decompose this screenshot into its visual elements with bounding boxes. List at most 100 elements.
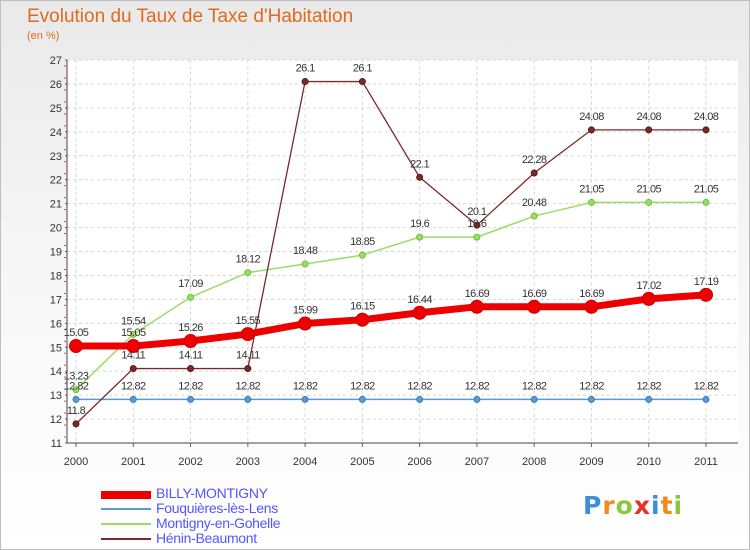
- data-label-fouquieres-les-lens: 12.82: [236, 380, 261, 392]
- data-point-montigny-en-gohelle: [358, 251, 366, 259]
- data-label-montigny-en-gohelle: 15.54: [121, 315, 146, 327]
- legend-swatch: [101, 538, 151, 540]
- data-point-henin-beaumont: [587, 126, 595, 134]
- data-label-fouquieres-les-lens: 12.82: [522, 380, 547, 392]
- data-label-henin-beaumont: 24.08: [636, 111, 661, 123]
- data-label-montigny-en-gohelle: 21.05: [636, 183, 661, 195]
- y-tick-label: 14: [50, 366, 62, 378]
- data-label-henin-beaumont: 24.08: [694, 111, 719, 123]
- data-point-henin-beaumont: [301, 78, 309, 86]
- data-point-henin-beaumont: [72, 420, 80, 428]
- data-label-montigny-en-gohelle: 18.85: [350, 236, 375, 248]
- data-point-billy-montigny: [584, 299, 599, 314]
- data-label-fouquieres-les-lens: 12.82: [64, 380, 89, 392]
- legend-label: Fouquières-lès-Lens: [156, 500, 278, 516]
- data-label-henin-beaumont: 14.11: [236, 350, 260, 362]
- data-point-billy-montigny: [69, 339, 83, 354]
- x-tick-label: 2008: [522, 456, 546, 468]
- y-tick-label: 16: [50, 318, 62, 330]
- data-point-fouquieres-les-lens: [587, 395, 595, 403]
- data-point-fouquieres-les-lens: [72, 395, 80, 403]
- data-label-henin-beaumont: 24.08: [579, 111, 604, 123]
- proxiti-logo: Proxiti: [583, 491, 683, 520]
- data-label-montigny-en-gohelle: 19.6: [410, 218, 429, 230]
- y-tick-label: 25: [50, 103, 62, 115]
- data-point-fouquieres-les-lens: [645, 395, 653, 403]
- x-tick-label: 2009: [579, 456, 603, 468]
- data-point-fouquieres-les-lens: [416, 395, 424, 403]
- series-line-henin-beaumont: [75, 80, 707, 425]
- data-label-billy-montigny: 15.05: [64, 327, 89, 339]
- y-tick-label: 15: [50, 342, 62, 354]
- x-tick-label: 2010: [636, 456, 660, 468]
- logo-letter: x: [633, 491, 651, 520]
- data-label-fouquieres-les-lens: 12.82: [407, 380, 432, 392]
- y-tick-label: 11: [51, 438, 62, 450]
- data-label-montigny-en-gohelle: 20.48: [522, 197, 547, 209]
- data-point-montigny-en-gohelle: [244, 269, 252, 277]
- x-tick-label: 2002: [178, 456, 202, 468]
- y-tick-label: 17: [50, 294, 62, 306]
- data-label-billy-montigny: 16.69: [579, 288, 604, 300]
- data-point-henin-beaumont: [129, 365, 137, 373]
- data-label-fouquieres-les-lens: 12.82: [293, 380, 318, 392]
- data-label-billy-montigny: 16.69: [465, 288, 490, 300]
- data-label-henin-beaumont: 22.28: [522, 154, 547, 166]
- data-point-fouquieres-les-lens: [358, 395, 366, 403]
- data-label-billy-montigny: 15.05: [121, 327, 146, 339]
- data-point-billy-montigny: [240, 327, 255, 342]
- x-tick-label: 2007: [465, 456, 489, 468]
- data-point-henin-beaumont: [645, 126, 653, 134]
- data-point-fouquieres-les-lens: [702, 395, 710, 403]
- data-point-billy-montigny: [527, 299, 542, 314]
- data-label-henin-beaumont: 14.11: [121, 350, 145, 362]
- data-point-billy-montigny: [298, 316, 313, 331]
- data-label-henin-beaumont: 11.8: [67, 405, 86, 417]
- logo-letter: o: [615, 491, 634, 520]
- data-point-montigny-en-gohelle: [416, 233, 424, 241]
- data-label-fouquieres-les-lens: 12.82: [579, 380, 604, 392]
- x-tick-label: 2004: [293, 456, 317, 468]
- data-label-henin-beaumont: 26.1: [353, 63, 372, 75]
- logo-letter: i: [673, 491, 684, 520]
- data-label-henin-beaumont: 26.1: [296, 63, 315, 75]
- data-label-henin-beaumont: 20.1: [467, 206, 486, 218]
- data-point-montigny-en-gohelle: [473, 233, 481, 241]
- data-point-henin-beaumont: [473, 221, 481, 229]
- x-tick-label: 2006: [407, 456, 431, 468]
- data-point-henin-beaumont: [702, 126, 710, 134]
- y-tick-label: 12: [50, 414, 62, 426]
- data-label-billy-montigny: 17.19: [694, 276, 719, 288]
- data-point-billy-montigny: [126, 339, 141, 354]
- y-tick-label: 24: [50, 127, 62, 139]
- data-point-montigny-en-gohelle: [301, 260, 309, 268]
- series-line-montigny-en-gohelle: [75, 201, 707, 391]
- y-tick-label: 13: [50, 390, 62, 402]
- data-label-billy-montigny: 16.15: [350, 301, 375, 313]
- data-point-billy-montigny: [183, 334, 198, 349]
- data-label-fouquieres-les-lens: 12.82: [636, 380, 661, 392]
- data-label-montigny-en-gohelle: 18.12: [236, 254, 261, 266]
- data-point-billy-montigny: [641, 291, 656, 306]
- legend-swatch: [101, 508, 151, 510]
- data-point-montigny-en-gohelle: [587, 198, 595, 206]
- data-point-montigny-en-gohelle: [702, 198, 710, 206]
- data-label-montigny-en-gohelle: 18.48: [293, 245, 318, 257]
- y-tick-label: 27: [50, 55, 62, 67]
- legend-swatch: [101, 491, 151, 499]
- logo-letter: i: [651, 491, 661, 520]
- data-point-montigny-en-gohelle: [530, 212, 538, 220]
- data-label-henin-beaumont: 14.11: [179, 350, 203, 362]
- data-point-fouquieres-les-lens: [129, 395, 137, 403]
- y-tick-label: 22: [50, 175, 62, 187]
- x-tick-label: 2003: [236, 456, 260, 468]
- data-point-fouquieres-les-lens: [473, 395, 481, 403]
- data-label-fouquieres-les-lens: 12.82: [178, 380, 203, 392]
- data-label-fouquieres-les-lens: 12.82: [465, 380, 490, 392]
- data-label-montigny-en-gohelle: 17.09: [178, 278, 203, 290]
- y-tick-label: 21: [50, 199, 62, 211]
- data-label-montigny-en-gohelle: 19.6: [467, 218, 486, 230]
- chart-unit-label: (en %): [27, 30, 60, 42]
- data-point-billy-montigny: [699, 287, 713, 302]
